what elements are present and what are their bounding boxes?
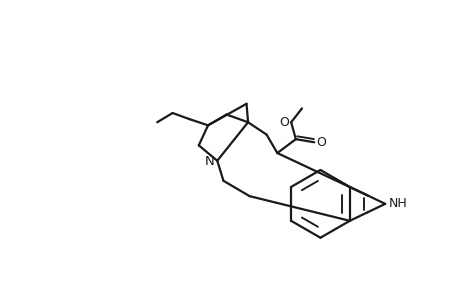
Text: NH: NH (387, 197, 406, 210)
Text: O: O (316, 136, 326, 149)
Text: O: O (279, 116, 288, 129)
Text: N: N (205, 155, 214, 168)
